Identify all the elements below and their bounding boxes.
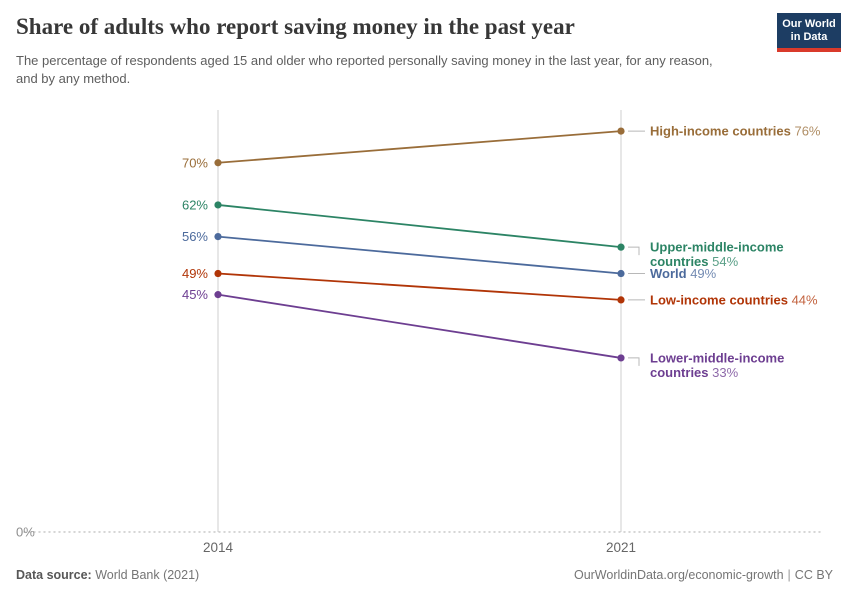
data-source-value: World Bank (2021) (95, 568, 200, 582)
end-dot-upper-middle-income-countries[interactable] (617, 243, 625, 251)
start-value-label-high-income-countries[interactable]: 70% (182, 155, 208, 170)
series-line-high-income-countries[interactable] (217, 130, 622, 164)
start-value-label-upper-middle-income-countries[interactable]: 62% (182, 197, 208, 212)
owid-logo-line2: in Data (790, 31, 828, 43)
license-label: CC BY (794, 568, 833, 582)
end-value-label-lower-middle-income-countries: 33% (709, 365, 739, 380)
start-value-label-world[interactable]: 56% (182, 229, 208, 244)
start-dot-upper-middle-income-countries[interactable] (214, 201, 222, 209)
label-connector-lower-middle-income-countries (628, 357, 640, 366)
owid-logo-red-bar (777, 48, 841, 52)
series-line-low-income-countries[interactable] (217, 272, 622, 301)
credit-line: OurWorldinData.org/economic-growth | CC BY (574, 568, 833, 582)
start-dot-lower-middle-income-countries[interactable] (214, 291, 222, 299)
series-label-upper-middle-income-countries-line1[interactable]: Upper-middle-income (650, 240, 784, 255)
credit-link[interactable]: OurWorldinData.org/economic-growth (573, 568, 784, 582)
series-label-upper-middle-income-countries-line2[interactable]: countries 54% (650, 254, 739, 269)
end-dot-lower-middle-income-countries[interactable] (617, 354, 625, 362)
start-value-label-low-income-countries[interactable]: 49% (182, 266, 208, 281)
end-dot-world[interactable] (617, 269, 625, 278)
credit-separator: | (787, 568, 791, 582)
chart-subtitle: The percentage of respondents aged 15 an… (16, 53, 713, 87)
series-line-upper-middle-income-countries[interactable] (217, 204, 622, 249)
start-dot-world[interactable] (214, 233, 222, 241)
end-value-label-high-income-countries: 76% (791, 124, 821, 139)
owid-logo: Our World in Data (777, 13, 841, 52)
end-value-label-upper-middle-income-countries: 54% (709, 254, 739, 269)
data-source-label: Data source: (16, 568, 92, 582)
end-value-label-low-income-countries: 44% (788, 292, 818, 307)
start-dot-low-income-countries[interactable] (214, 269, 222, 278)
end-dot-low-income-countries[interactable] (617, 296, 625, 304)
start-value-label-lower-middle-income-countries[interactable]: 45% (182, 287, 208, 302)
data-source: Data source: World Bank (2021) (16, 568, 199, 582)
series-label-lower-middle-income-countries-line1[interactable]: Lower-middle-income (650, 350, 784, 365)
x-tick-label-2021: 2021 (606, 540, 636, 555)
label-connector-upper-middle-income-countries (628, 246, 640, 256)
end-dot-high-income-countries[interactable] (617, 127, 625, 135)
series-label-world-line1[interactable]: World 49% (650, 266, 717, 281)
y-axis-zero-label: 0% (16, 525, 35, 540)
chart-title: Share of adults who report saving money … (16, 14, 575, 39)
x-tick-label-2014: 2014 (203, 540, 234, 555)
start-dot-high-income-countries[interactable] (214, 159, 222, 167)
series-label-low-income-countries-line1[interactable]: Low-income countries 44% (650, 292, 818, 307)
series-label-high-income-countries-line1[interactable]: High-income countries 76% (650, 124, 821, 139)
end-value-label-world: 49% (687, 266, 717, 281)
owid-logo-line1: Our World (782, 18, 836, 30)
series-line-world[interactable] (217, 235, 622, 275)
series-line-lower-middle-income-countries[interactable] (217, 293, 622, 359)
series-label-lower-middle-income-countries-line2[interactable]: countries 33% (650, 365, 739, 380)
